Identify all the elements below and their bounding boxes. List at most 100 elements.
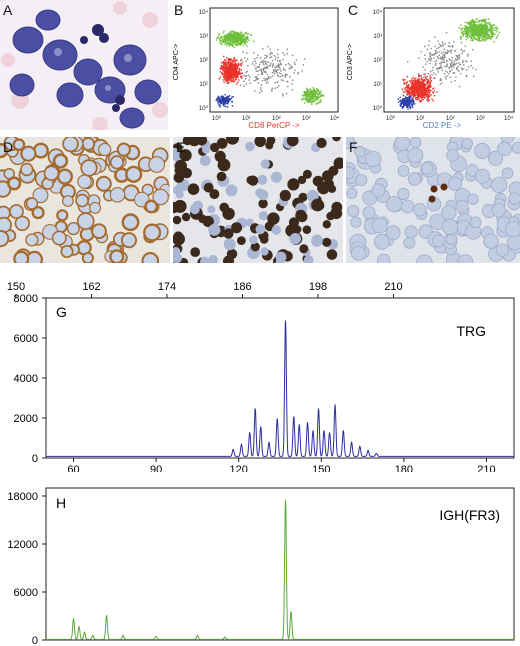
b-event <box>290 65 292 67</box>
b-cd4-population <box>233 30 235 32</box>
f-cell <box>351 245 366 261</box>
b-event <box>263 63 265 66</box>
c-t-cell-population <box>494 33 496 35</box>
c-t-cell-population <box>471 34 473 37</box>
b-cd4-population <box>243 33 246 35</box>
b-cd4-population <box>234 41 236 43</box>
b-tumor-population <box>223 70 226 72</box>
c-event <box>458 58 460 60</box>
b-event <box>264 67 267 70</box>
c-neg-population <box>406 104 408 106</box>
b-tumor-population <box>231 77 233 79</box>
c-t-cell-population <box>481 33 484 35</box>
b-cd4-population <box>247 37 249 39</box>
c-tumor-population <box>420 77 423 79</box>
c-t-cell-population <box>471 20 474 23</box>
c-t-cell-population <box>476 26 479 29</box>
c-tumor-population <box>411 78 413 80</box>
c-event <box>447 73 450 75</box>
c-tumor-population <box>427 98 429 101</box>
b-tumor-population <box>234 78 237 81</box>
c-ytick: 10³ <box>373 34 382 40</box>
ihc-image-f <box>346 137 520 263</box>
b-tumor-population <box>224 71 227 73</box>
b-cd4-population <box>223 35 226 37</box>
c-neg-population <box>405 103 408 106</box>
b-cd4-population <box>223 41 225 43</box>
b-tumor-population <box>225 78 227 81</box>
c-neg-population <box>411 106 414 109</box>
b-tumor-population <box>235 64 237 67</box>
c-ytick: 10⁴ <box>373 9 383 16</box>
c-t-cell-population <box>476 24 478 26</box>
b-tumor-population <box>223 72 226 74</box>
b-neg-population <box>228 99 230 101</box>
c-t-cell-population <box>491 25 494 28</box>
c-event <box>417 73 420 75</box>
b-event <box>260 61 262 64</box>
b-tumor-population <box>230 68 232 71</box>
c-t-cell-population <box>479 30 481 32</box>
b-tumor-population <box>228 73 231 75</box>
c-t-cell-population <box>462 35 464 37</box>
c-event <box>464 45 467 48</box>
d-cell <box>121 213 140 232</box>
b-cd4-population <box>224 35 227 37</box>
c-tumor-population <box>420 78 422 80</box>
c-tumor-population <box>422 84 424 86</box>
e-nucleus <box>302 169 312 179</box>
b-tumor-population <box>218 78 220 80</box>
c-tumor-population <box>422 83 424 85</box>
c-event <box>429 79 431 81</box>
c-t-cell-population <box>474 26 476 29</box>
b-cd8-population <box>303 97 305 100</box>
c-event <box>439 79 441 81</box>
f-cell <box>501 167 514 180</box>
b-tumor-population <box>228 58 230 60</box>
c-event <box>435 52 437 54</box>
f-cell <box>490 176 508 194</box>
h-y-tick-label: 12000 <box>7 539 38 551</box>
b-cd4-population <box>240 40 242 42</box>
b-tumor-population <box>229 70 231 72</box>
c-t-cell-population <box>459 38 462 41</box>
b-tumor-population <box>228 71 231 73</box>
b-cd8-population <box>316 88 318 90</box>
c-tumor-population <box>413 93 416 95</box>
b-event <box>269 48 271 50</box>
c-tumor-population <box>411 82 414 84</box>
f-cell <box>346 166 355 180</box>
c-tumor-population <box>412 96 414 99</box>
c-t-cell-population <box>483 28 485 30</box>
f-cell <box>394 137 411 151</box>
b-tumor-population <box>223 64 226 66</box>
c-tumor-population <box>418 75 420 77</box>
b-cd4-population <box>225 41 227 44</box>
c-t-cell-population <box>470 23 472 25</box>
c-tumor-population <box>415 88 417 90</box>
c-event <box>445 78 447 80</box>
c-neg-population <box>402 98 404 100</box>
b-neg-population <box>221 102 223 104</box>
c-tumor-population <box>412 86 414 89</box>
e-nucleus <box>255 224 266 235</box>
c-event <box>434 64 437 66</box>
b-event <box>267 61 270 63</box>
c-event <box>451 57 453 59</box>
c-tumor-population <box>411 80 413 82</box>
e-nucleus <box>225 184 238 197</box>
b-tumor-population <box>226 73 228 75</box>
c-tumor-population <box>427 95 429 97</box>
c-ytick: 10¹ <box>373 82 382 88</box>
f-positive-nucleus <box>428 195 436 203</box>
b-cd8-population <box>305 100 308 102</box>
c-event <box>456 62 458 64</box>
c-neg-population <box>401 107 404 109</box>
c-tumor-population <box>419 85 421 88</box>
c-event <box>451 59 453 62</box>
c-t-cell-population <box>467 37 469 39</box>
b-cd4-population <box>248 39 250 41</box>
b-cd4-population <box>244 39 246 41</box>
c-neg-population <box>409 106 411 108</box>
